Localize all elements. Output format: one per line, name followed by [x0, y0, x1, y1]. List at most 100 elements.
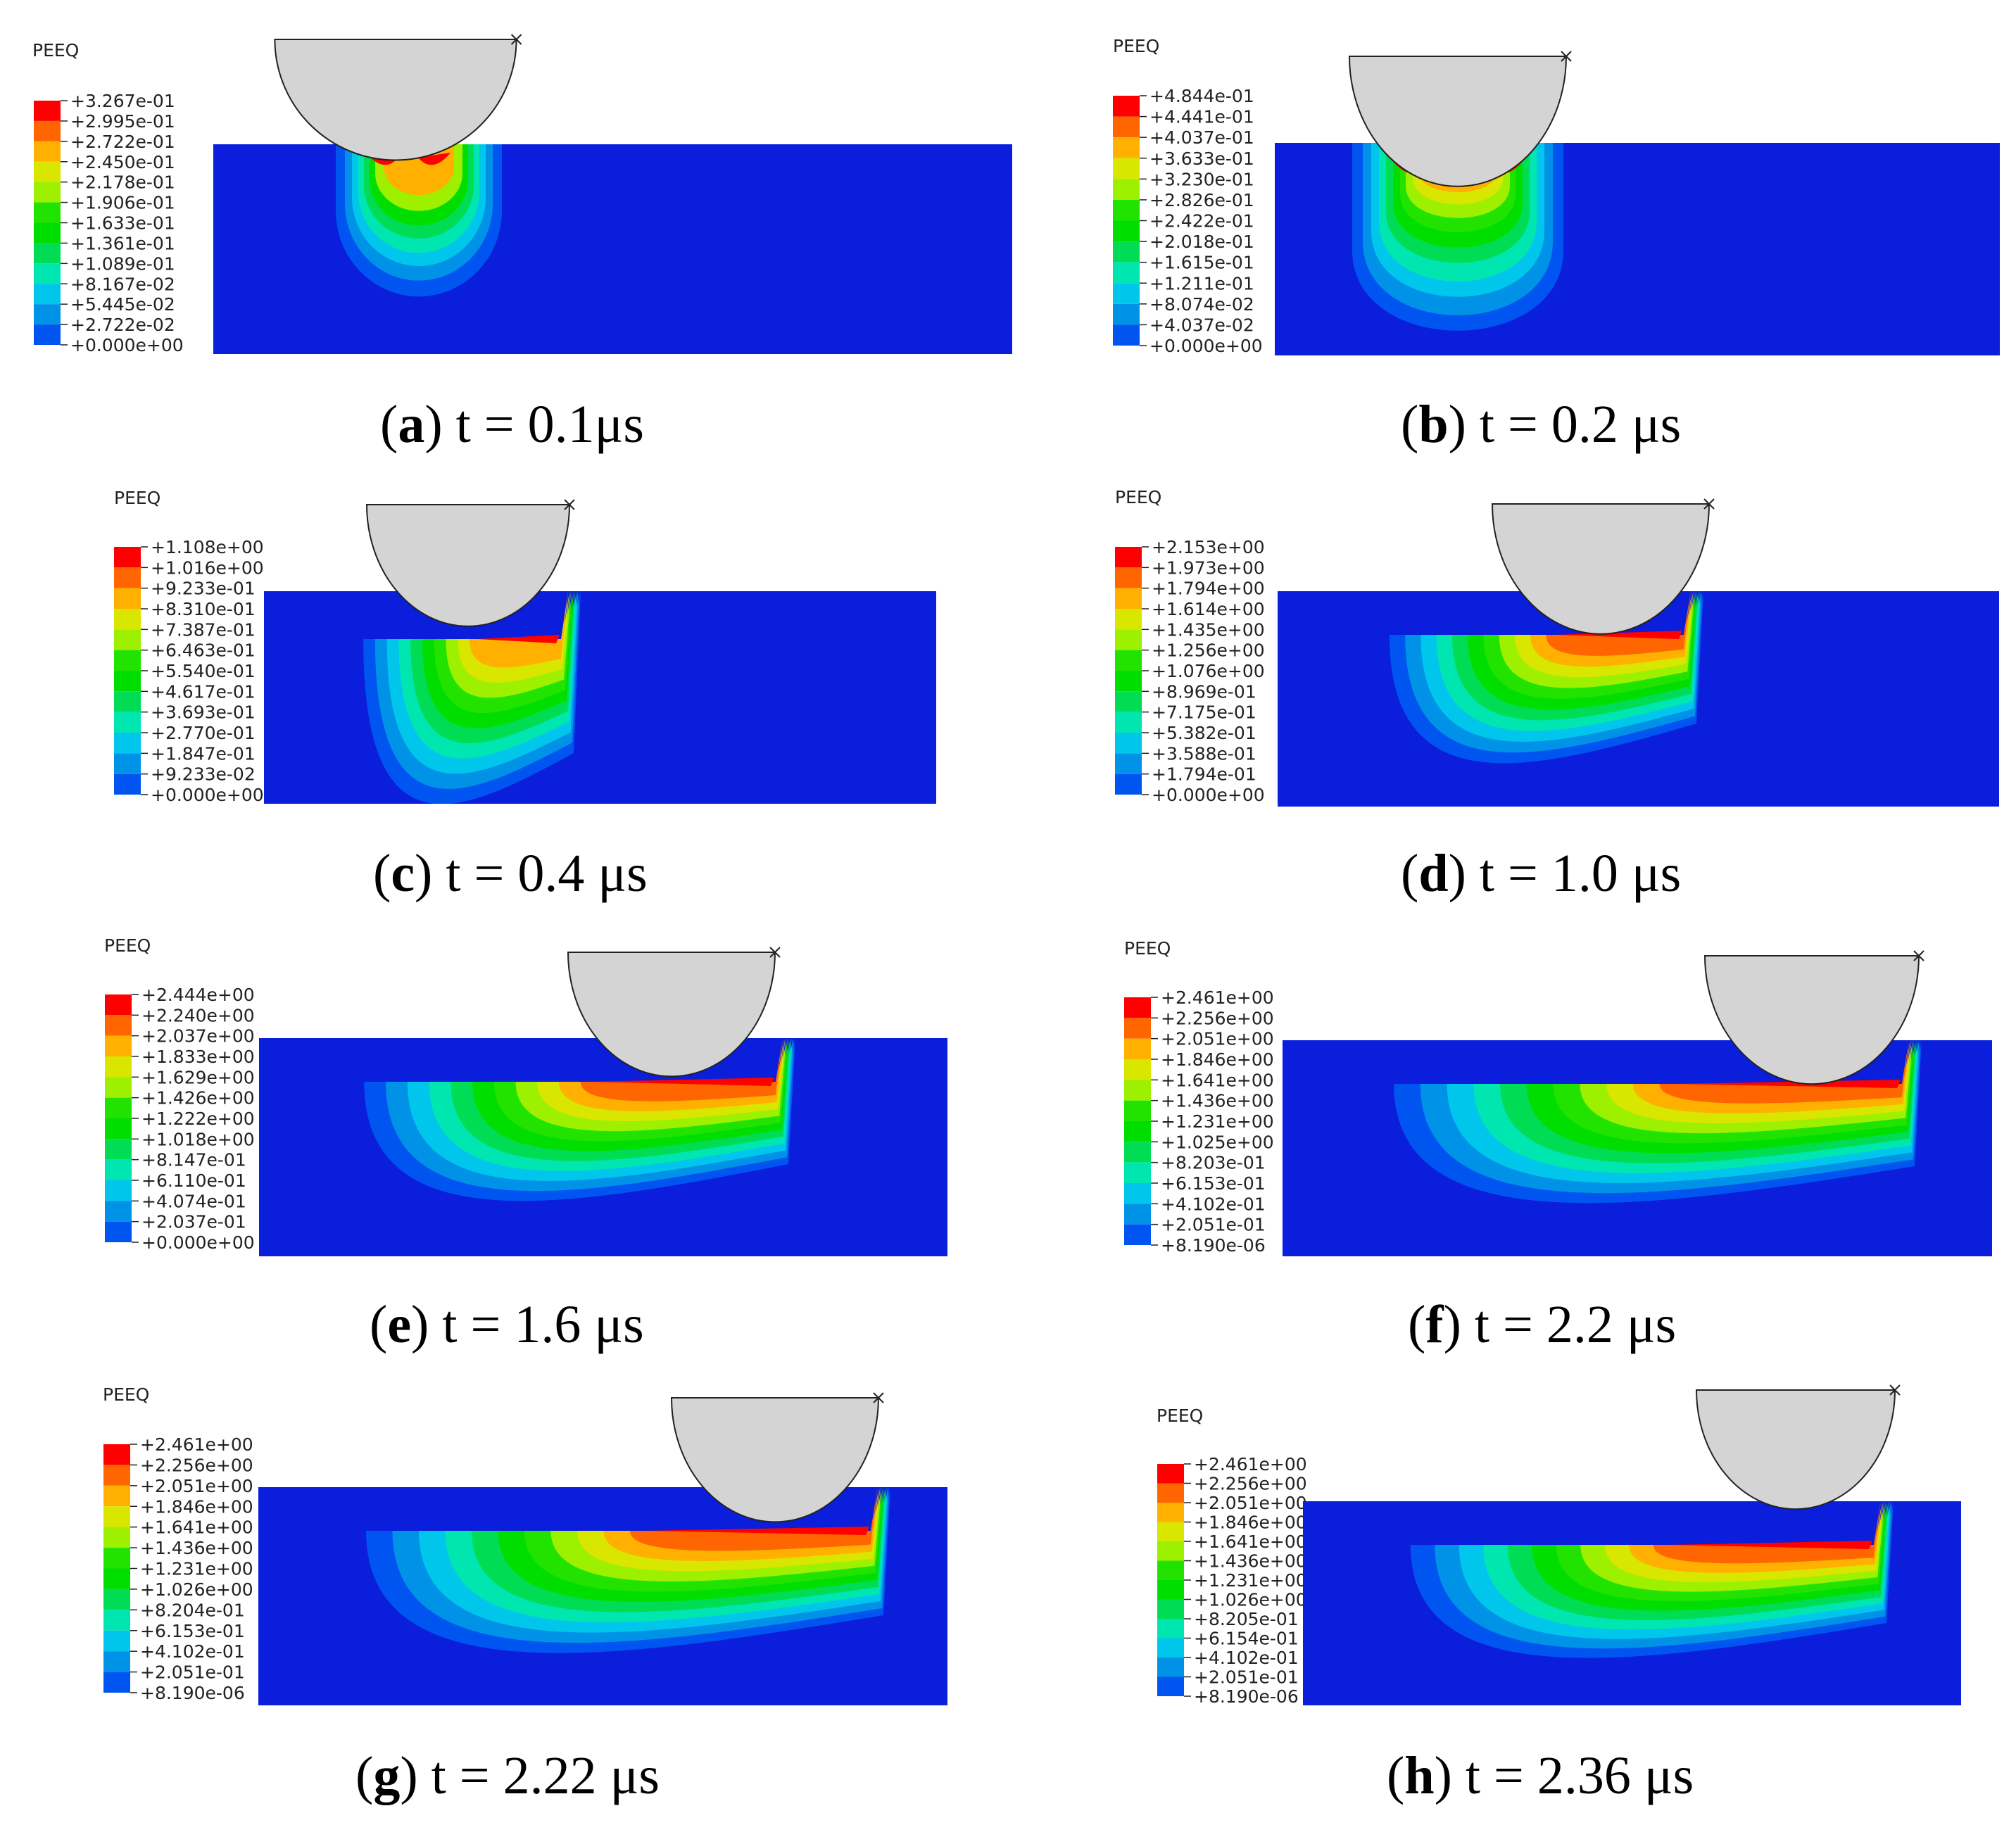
legend-label: +2.422e-01 [1149, 211, 1254, 232]
legend-swatch [1115, 629, 1142, 650]
legend-label: +1.629e+00 [141, 1067, 255, 1087]
legend-label: +8.190e-06 [1194, 1686, 1299, 1707]
legend-label: +0.000e+00 [141, 1232, 255, 1253]
legend-swatch [105, 1180, 132, 1201]
legend-swatch [1115, 691, 1142, 712]
legend-swatch [34, 141, 61, 162]
legend-label: +2.037e+00 [141, 1026, 255, 1047]
legend-swatch [1113, 199, 1140, 221]
contour-band [419, 153, 451, 165]
legend-label: +4.102e-01 [140, 1641, 245, 1662]
panel-a: PEEQ +3.267e-01+2.995e-01+2.722e-01+2.450… [32, 34, 1012, 454]
legend-label: +1.211e-01 [1149, 273, 1254, 293]
legend-label: +4.617e-01 [151, 681, 256, 702]
legend-swatch [105, 1201, 132, 1222]
legend-swatch [1115, 650, 1142, 671]
legend-swatch [1115, 567, 1142, 588]
legend-swatch [1113, 241, 1140, 263]
legend-swatch [1157, 1619, 1184, 1638]
legend-label: +3.230e-01 [1149, 169, 1254, 189]
legend-label: +1.633e-01 [70, 213, 175, 234]
legend-swatch [1115, 753, 1142, 774]
legend-swatch [1157, 1464, 1184, 1484]
reference-point-marker [1561, 51, 1572, 62]
legend-label: +1.256e+00 [1152, 640, 1265, 661]
legend-label: +3.633e-01 [1149, 149, 1254, 169]
legend-label: +1.906e-01 [70, 193, 175, 213]
reference-point-marker [564, 499, 575, 510]
legend-swatch [114, 753, 141, 774]
contour-bands [364, 1038, 795, 1201]
legend-label: +1.436e+00 [1194, 1551, 1307, 1572]
legend-label: +1.973e+00 [1152, 557, 1265, 578]
legend-label: +1.794e+00 [1152, 579, 1265, 599]
legend-label: +1.426e+00 [141, 1088, 255, 1109]
legend-title: PEEQ [32, 40, 79, 61]
legend-label: +2.826e-01 [1149, 190, 1254, 210]
legend-swatch [114, 691, 141, 712]
indenter [274, 39, 517, 161]
panel-letter: d [1418, 844, 1448, 903]
legend-swatch [1157, 1580, 1184, 1600]
legend-swatch [103, 1630, 130, 1652]
legend-swatch [34, 202, 61, 223]
legend-swatch [114, 733, 141, 754]
legend-label: +3.693e-01 [151, 702, 256, 723]
legend-swatch [1113, 137, 1140, 158]
legend-title: PEEQ [104, 935, 151, 956]
legend-label: +1.847e-01 [151, 743, 256, 764]
legend-label: +0.000e+00 [1152, 785, 1265, 805]
legend-title: PEEQ [1113, 36, 1159, 56]
legend-label: +2.461e+00 [1194, 1454, 1307, 1474]
legend-swatch [114, 650, 141, 671]
legend-swatch [34, 304, 61, 325]
legend-label: +2.461e+00 [1161, 987, 1274, 1008]
indenter [365, 504, 571, 627]
legend-swatch [1124, 1142, 1151, 1163]
legend-label: +0.000e+00 [1149, 336, 1263, 356]
legend-swatch [114, 629, 141, 650]
legend-swatch [1124, 1224, 1151, 1245]
legend-swatch [1124, 1204, 1151, 1225]
legend-label: +2.770e-01 [151, 723, 256, 743]
legend-label: +4.037e-01 [1149, 127, 1254, 148]
panel-g: PEEQ +2.461e+00+2.256e+00+2.051e+00+1.846… [103, 1384, 947, 1805]
legend-swatch [34, 120, 61, 141]
legend-label: +2.051e+00 [140, 1476, 253, 1496]
legend-swatch [1115, 712, 1142, 733]
legend-label: +1.641e+00 [1194, 1532, 1307, 1552]
legend-swatch [1124, 1018, 1151, 1039]
contour-band [580, 1038, 783, 1101]
legend-title: PEEQ [1124, 938, 1171, 959]
legend-label: +7.387e-01 [151, 619, 256, 640]
legend-label: +2.018e-01 [1149, 232, 1254, 252]
legend-title: PEEQ [103, 1384, 149, 1405]
legend-label: +8.074e-02 [1149, 294, 1254, 315]
legend-swatch [1113, 116, 1140, 138]
legend-label: +4.074e-01 [141, 1191, 246, 1211]
legend-label: +1.436e+00 [1161, 1091, 1274, 1111]
legend-label: +2.256e+00 [1194, 1474, 1307, 1494]
legend-label: +2.178e-01 [70, 172, 175, 193]
contour-bands [1389, 591, 1703, 764]
contour-band [477, 635, 560, 643]
legend-label: +2.256e+00 [140, 1455, 253, 1475]
legend-swatch [103, 1444, 130, 1465]
contour-band [1659, 1040, 1909, 1104]
legend-swatch [34, 324, 61, 345]
legend-swatch [1115, 773, 1142, 795]
legend-swatch [1124, 1121, 1151, 1142]
legend-label: +2.461e+00 [140, 1434, 253, 1455]
legend-label: +4.102e-01 [1194, 1648, 1299, 1668]
legend-label: +1.016e+00 [151, 557, 264, 578]
legend-label: +6.110e-01 [141, 1170, 246, 1191]
legend-swatch [1157, 1483, 1184, 1503]
legend-label: +0.000e+00 [70, 335, 184, 355]
legend-swatch [1113, 220, 1140, 242]
legend-label: +1.025e+00 [1161, 1132, 1274, 1152]
legend-title: PEEQ [114, 488, 160, 508]
panel-letter: c [391, 844, 415, 903]
legend-label: +3.588e-01 [1152, 743, 1256, 764]
legend-label: +1.641e+00 [140, 1517, 253, 1538]
legend-label: +5.445e-02 [70, 294, 175, 315]
